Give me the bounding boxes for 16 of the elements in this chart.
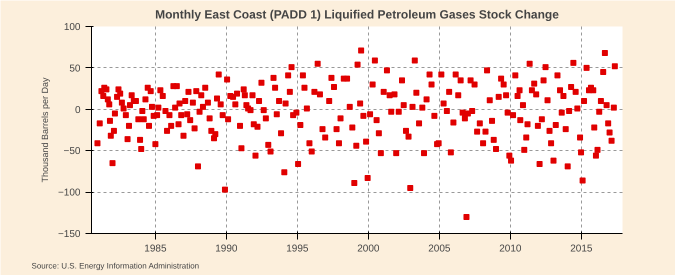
x-tick-label: 1990 [215, 244, 238, 254]
y-tick-label: −100 [58, 188, 81, 199]
y-axis-title: Thousand Barrels per Day [40, 76, 50, 183]
x-tick-label: 2005 [428, 244, 451, 254]
chart-title: Monthly East Coast (PADD 1) Liquified Petroleum Gases Stock Change [155, 8, 560, 22]
x-tick-label: 2010 [499, 244, 522, 254]
x-tick-label: 2015 [570, 244, 593, 254]
y-tick-label: 0 [74, 104, 81, 116]
x-tick-label: 1985 [144, 244, 167, 254]
x-tick-label: 2000 [357, 244, 380, 254]
x-tick-label: 1995 [286, 244, 309, 254]
source-note: Source: U.S. Energy Information Administration [32, 262, 200, 270]
y-tick-label: −150 [58, 229, 81, 240]
y-tick-label: 100 [64, 22, 81, 33]
y-tick-label: −50 [64, 146, 81, 158]
y-tick-label: 50 [69, 63, 81, 74]
